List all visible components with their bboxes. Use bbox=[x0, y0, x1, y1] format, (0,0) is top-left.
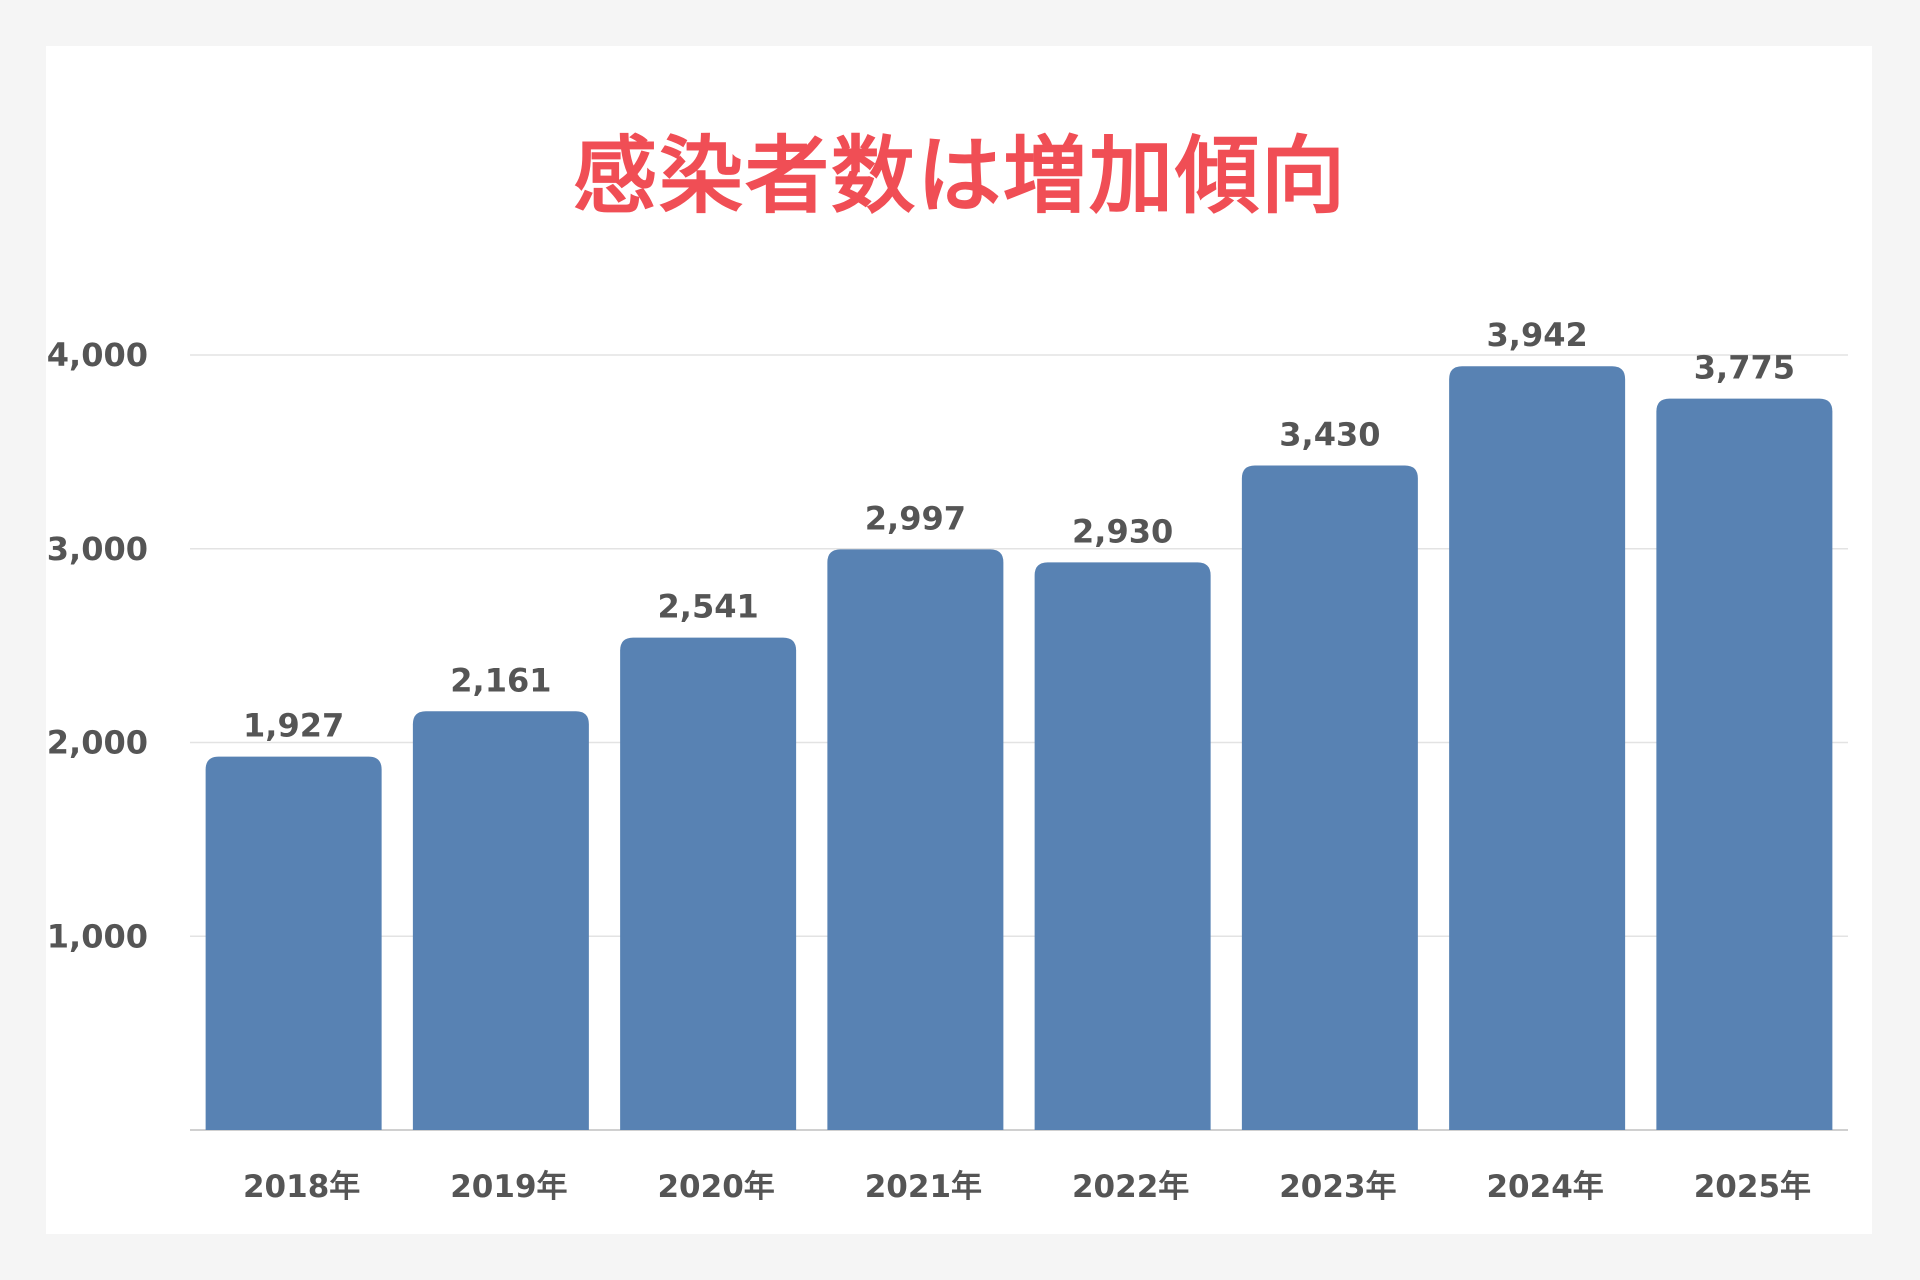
data-label: 2,930 bbox=[1072, 512, 1173, 550]
x-tick-label: 2021年 bbox=[865, 1169, 982, 1205]
y-tick-label: 4,000 bbox=[47, 336, 148, 374]
data-label: 2,161 bbox=[450, 661, 551, 699]
bar bbox=[1241, 465, 1418, 1130]
bar bbox=[1034, 562, 1211, 1130]
bar bbox=[620, 637, 797, 1130]
bar bbox=[1449, 366, 1626, 1130]
x-tick-label: 2018年 bbox=[243, 1169, 360, 1205]
data-label: 2,997 bbox=[865, 499, 966, 537]
x-tick-label: 2022年 bbox=[1072, 1169, 1189, 1205]
data-label: 3,775 bbox=[1694, 349, 1795, 387]
y-tick-label: 1,000 bbox=[47, 917, 148, 955]
chart-title: 感染者数は増加傾向 bbox=[572, 127, 1347, 225]
bars bbox=[205, 366, 1833, 1130]
x-axis-ticks: 2018年 2019年 2020年 2021年 2022年 2023年 2024年 2025年 bbox=[243, 1169, 1811, 1205]
y-axis-ticks: 1,000 2,000 3,000 4,000 bbox=[47, 336, 148, 955]
data-label: 3,942 bbox=[1487, 316, 1588, 354]
x-tick-label: 2023年 bbox=[1279, 1169, 1396, 1205]
data-label: 3,430 bbox=[1279, 415, 1380, 453]
bar bbox=[412, 711, 589, 1130]
data-label: 2,541 bbox=[658, 588, 759, 626]
data-label: 1,927 bbox=[243, 707, 344, 745]
x-tick-label: 2024年 bbox=[1486, 1169, 1603, 1205]
data-labels: 1,927 2,161 2,541 2,997 2,930 3,430 3,942 3,775 bbox=[243, 316, 1795, 744]
x-tick-label: 2019年 bbox=[450, 1169, 567, 1205]
x-tick-label: 2020年 bbox=[657, 1169, 774, 1205]
x-tick-label: 2025年 bbox=[1694, 1169, 1811, 1205]
bar bbox=[205, 756, 382, 1130]
y-tick-label: 3,000 bbox=[47, 530, 148, 568]
bar bbox=[827, 549, 1004, 1130]
bar bbox=[1656, 398, 1833, 1130]
y-tick-label: 2,000 bbox=[47, 724, 148, 762]
